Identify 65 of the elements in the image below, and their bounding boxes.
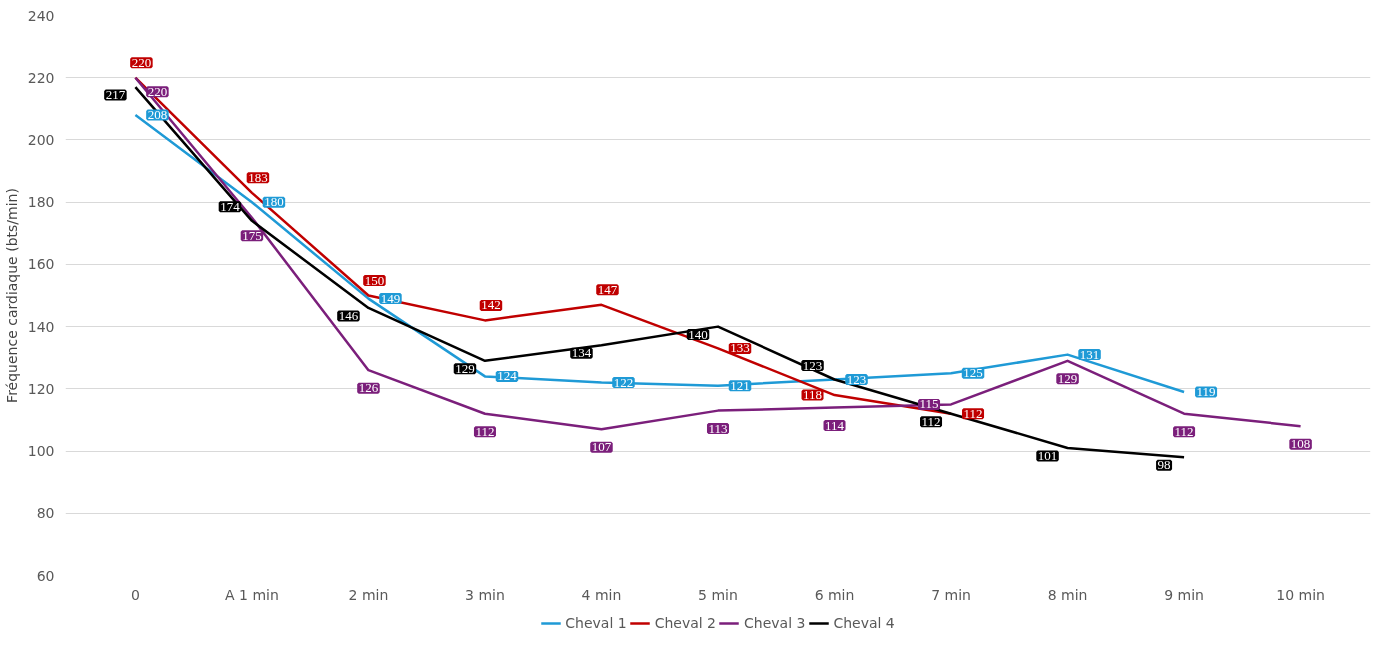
data-label: 142 [481,297,501,313]
y-tick-label: 160 [27,256,55,273]
y-tick-label: 180 [27,194,55,211]
data-label: 121 [730,377,750,393]
data-label: 115 [919,396,939,412]
x-tick-label: A 1 min [225,586,279,603]
data-label: 123 [846,371,867,387]
legend-label: Cheval 1 [565,614,627,631]
data-label: 101 [1037,447,1058,463]
x-tick-label: 5 min [698,586,738,603]
x-tick-label: 8 min [1047,586,1088,603]
data-label: 98 [1157,457,1171,473]
data-label: 147 [597,281,618,297]
data-label: 123 [802,357,823,373]
data-label: 208 [147,107,168,123]
y-tick-label: 220 [27,69,55,86]
data-label: 113 [708,420,728,436]
data-label: 119 [1196,383,1216,399]
y-tick-label: 80 [36,505,55,522]
data-label: 129 [1057,370,1078,386]
data-label: 134 [571,345,592,361]
data-label: 126 [358,380,379,396]
data-label: 150 [364,272,385,288]
x-tick-label: 6 min [814,586,855,603]
y-tick-label: 140 [27,318,55,335]
data-label: 180 [264,194,284,210]
y-tick-label: 200 [27,131,55,148]
x-tick-label: 4 min [581,586,622,603]
data-label: 220 [147,83,168,99]
data-label: 129 [455,360,475,376]
x-tick-label: 10 min [1276,586,1325,603]
y-tick-label: 60 [36,567,55,584]
x-tick-label: 3 min [465,586,505,603]
data-label: 124 [497,368,518,384]
data-label: 112 [963,405,983,421]
data-label: 112 [475,423,495,439]
data-label: 174 [220,198,241,214]
x-tick-label: 9 min [1164,586,1204,603]
data-label: 217 [105,87,126,103]
y-axis-title: Fréquence cardiaque (bts/min) [3,188,20,403]
legend-label: Cheval 2 [654,614,716,631]
data-label: 149 [380,290,401,306]
data-label: 133 [730,340,750,356]
y-tick-label: 100 [27,443,55,460]
x-tick-label: 2 min [348,586,389,603]
data-label: 107 [591,439,612,455]
data-label: 220 [131,54,152,70]
data-label: 112 [1174,423,1194,439]
data-label: 122 [613,374,634,390]
data-label: 183 [248,169,268,185]
data-label: 131 [1079,346,1100,362]
data-label: 146 [338,307,359,323]
data-label: 125 [963,365,983,381]
y-tick-label: 240 [27,7,55,24]
data-label: 140 [688,326,708,342]
data-label: 114 [825,417,845,433]
legend-label: Cheval 4 [833,614,895,631]
data-label: 108 [1290,436,1311,452]
data-label: 112 [921,413,941,429]
x-tick-label: 7 min [931,586,971,603]
data-label: 175 [242,227,262,243]
y-tick-label: 120 [27,380,55,397]
legend-label: Cheval 3 [744,614,806,631]
x-tick-label: 0 [130,586,140,603]
data-label: 118 [803,387,823,403]
